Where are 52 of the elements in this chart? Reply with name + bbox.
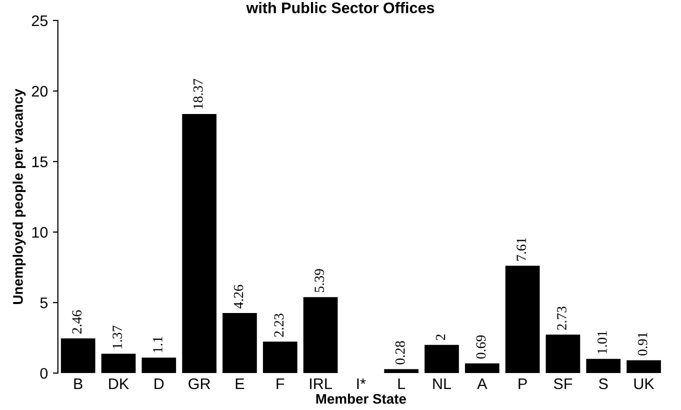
x-tick-label: A [477,378,488,390]
bar [142,358,176,374]
data-label: 1.1 [153,336,162,352]
x-tick-label: SF [554,378,572,390]
data-label: 2.23 [274,314,284,337]
x-tick-label: B [74,378,82,390]
data-label: 18.37 [193,78,203,109]
x-tick-label: S [598,378,608,390]
bar [505,266,540,374]
x-axis-title: Member State [316,394,406,404]
data-label: 7.61 [516,238,526,261]
bar [182,114,216,374]
x-tick-label: F [276,378,284,390]
y-axis-title: Unemployed people per vacancy [12,88,26,304]
data-label: 1.01 [597,331,607,354]
y-tick-label: 0 [40,368,48,379]
bar [626,360,661,374]
bar [262,342,298,374]
data-label: 2.73 [557,306,566,330]
x-tick-label: UK [634,378,654,390]
bar [60,338,96,374]
x-tick-label: GR [188,378,210,390]
x-tick-label: P [518,378,527,390]
data-label: 5.39 [314,269,324,292]
x-tick-label: E [236,378,244,390]
y-tick-label: 25 [32,15,48,26]
y-tick-label: 10 [32,226,48,238]
data-label: 0.69 [476,335,486,359]
bar [101,354,136,374]
y-tick-label: 15 [32,156,48,168]
bar [222,313,257,374]
bar [464,363,500,374]
y-tick-label: 20 [32,86,48,97]
bar [303,297,338,374]
data-label: 2.46 [72,310,82,334]
data-label: 2 [436,334,446,340]
data-label: 4.26 [234,284,244,309]
x-tick-label: I* [357,378,366,390]
x-tick-label: IRL [310,378,332,390]
data-label: 1.37 [112,326,122,348]
x-tick-label: D [154,378,164,390]
data-label: 0.91 [638,332,648,356]
bar [586,358,621,374]
data-label: 0.28 [395,341,405,364]
y-tick-label: 5 [40,298,48,308]
x-tick-label: NL [433,378,451,390]
chart-title: with Public Sector Offices [246,2,434,14]
bar [384,369,419,374]
bar [424,344,459,374]
x-tick-label: DK [109,378,129,390]
bar [546,334,580,374]
x-tick-label: L [398,378,406,390]
